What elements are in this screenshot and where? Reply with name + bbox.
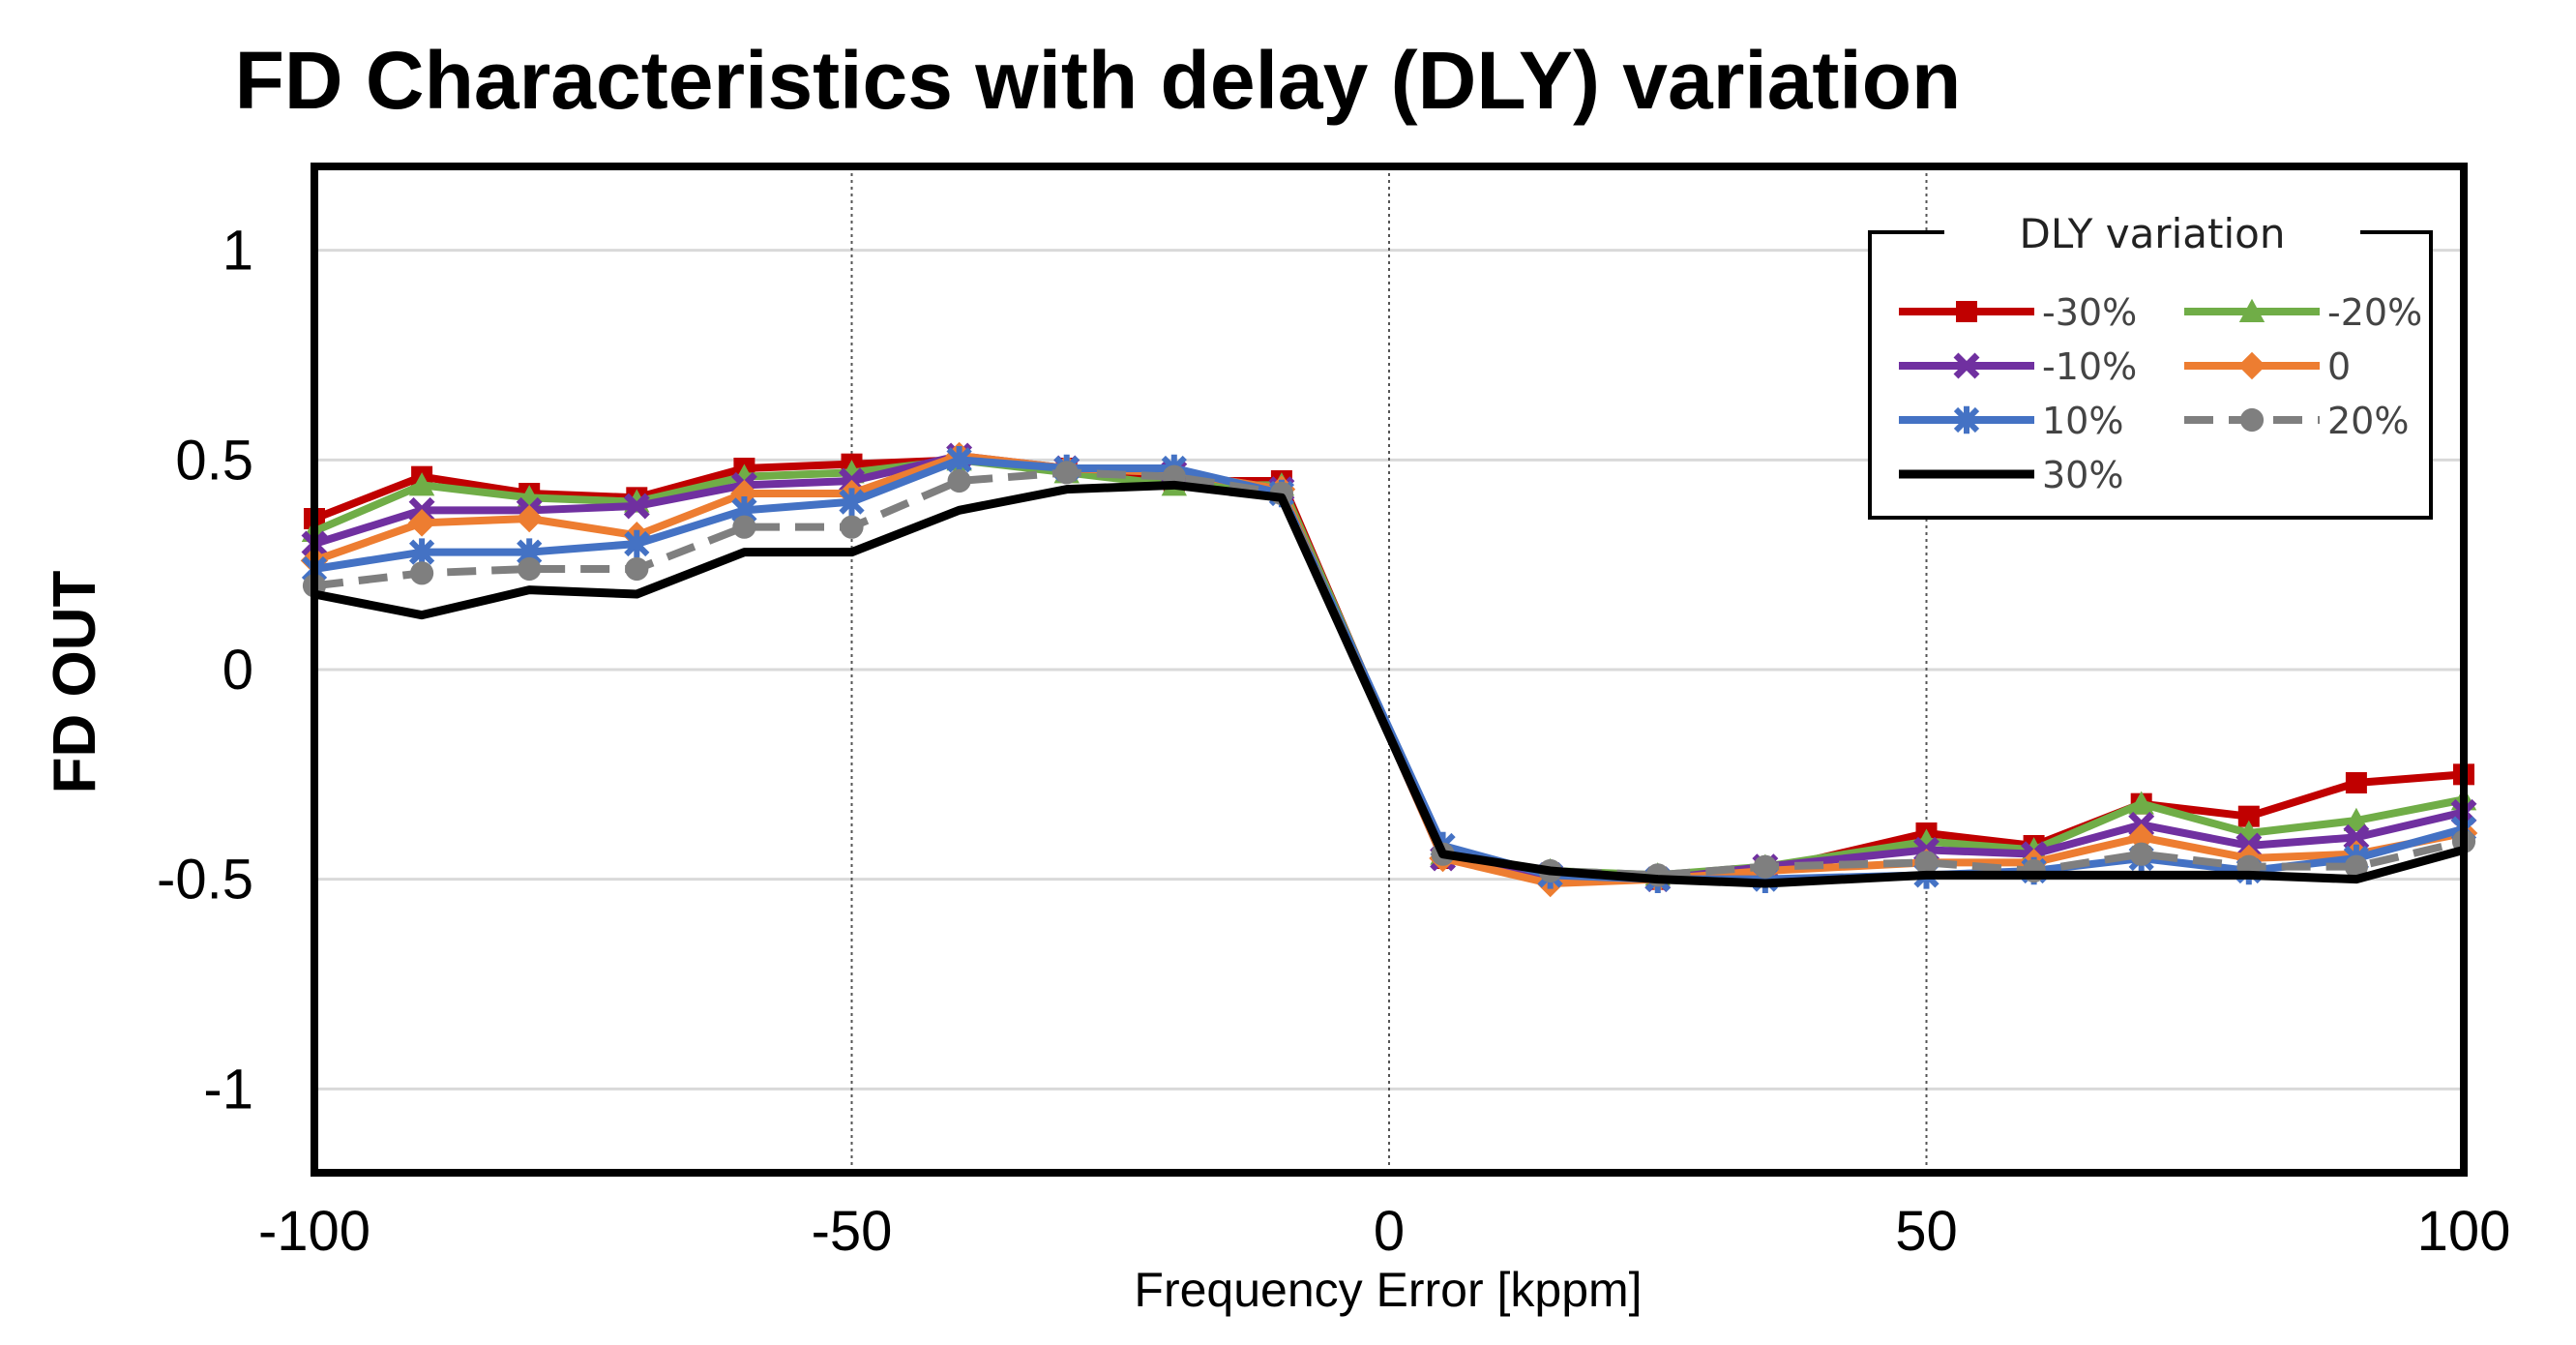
data-point	[515, 504, 544, 533]
data-point	[840, 515, 864, 539]
data-point	[2237, 805, 2260, 827]
y-axis-label: FD OUT	[42, 571, 108, 794]
series-line	[313, 480, 2466, 888]
data-point	[1753, 854, 1777, 879]
x-tick-label: 50	[1895, 1200, 1958, 1263]
chart-title: FD Characteristics with delay (DLY) vari…	[235, 35, 1962, 126]
legend-item-0: 0	[2184, 345, 2351, 388]
legend-item--30%: -30%	[1899, 291, 2137, 334]
legend-label: 10%	[2042, 400, 2123, 442]
data-point	[2343, 807, 2370, 831]
legend-label: 30%	[2042, 454, 2123, 496]
legend-item--10%: -10%	[1899, 345, 2137, 388]
data-point	[1054, 461, 1079, 485]
legend-label: -20%	[2327, 291, 2422, 334]
x-axis-label: Frequency Error [kppm]	[1134, 1263, 1642, 1317]
data-point	[2238, 298, 2265, 322]
legend-label: 0	[2327, 345, 2351, 388]
data-point	[2344, 854, 2368, 879]
x-tick-label: 0	[1374, 1200, 1405, 1263]
data-point	[2345, 772, 2367, 793]
x-tick-label: -100	[258, 1200, 370, 1263]
y-tick-label: 0	[222, 639, 253, 702]
data-point	[407, 509, 436, 537]
data-point	[2129, 842, 2153, 866]
data-point	[947, 468, 971, 493]
legend-items: -30% -20% -10% 0 10% 20% 30%	[1899, 291, 2422, 496]
y-tick-label: -0.5	[157, 849, 253, 912]
x-tick-label: -50	[812, 1200, 893, 1263]
data-point	[732, 515, 756, 539]
legend-label: 20%	[2327, 400, 2409, 442]
y-tick-label: 1	[222, 220, 253, 283]
legend-item-20%: 20%	[2184, 400, 2409, 442]
legend-item-30%: 30%	[1899, 454, 2123, 496]
x-tick-label: 100	[2417, 1200, 2511, 1263]
legend-label: -10%	[2042, 345, 2137, 388]
series-30%	[313, 480, 2466, 888]
data-point	[410, 561, 434, 585]
plot-frame	[311, 163, 2468, 1177]
data-point	[518, 556, 542, 582]
data-point	[2343, 823, 2370, 851]
data-point	[1914, 851, 1939, 875]
legend-title-bg	[1944, 208, 2360, 256]
data-point	[2128, 791, 2154, 815]
legend-item--20%: -20%	[2184, 291, 2422, 334]
y-tick-label: -1	[203, 1058, 253, 1121]
data-point	[625, 556, 649, 582]
legend-item-10%: 10%	[1899, 400, 2123, 442]
legend-label: -30%	[2042, 291, 2137, 334]
data-point	[2239, 407, 2265, 433]
data-point	[1953, 352, 1980, 379]
data-point	[623, 493, 650, 520]
data-point	[946, 446, 972, 474]
data-point	[2237, 351, 2266, 380]
data-point	[1956, 301, 1977, 322]
y-axis-ticks: 1 0.5 0 -0.5 -1	[157, 220, 253, 1121]
series-layer	[300, 441, 2478, 898]
data-point	[839, 488, 865, 516]
legend: DLY variation -30% -20% -10% 0 10% 20% 30%	[1868, 208, 2433, 520]
data-point	[408, 472, 435, 496]
y-tick-label: 0.5	[175, 429, 253, 492]
data-point	[2127, 823, 2155, 852]
data-point	[408, 538, 435, 566]
x-axis-ticks: -100 -50 0 50 100	[258, 1200, 2510, 1263]
legend-title: DLY variation	[2020, 210, 2286, 257]
data-point	[624, 529, 650, 558]
data-point	[1953, 405, 1980, 434]
